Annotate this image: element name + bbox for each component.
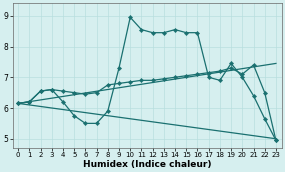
X-axis label: Humidex (Indice chaleur): Humidex (Indice chaleur) [83,159,211,169]
